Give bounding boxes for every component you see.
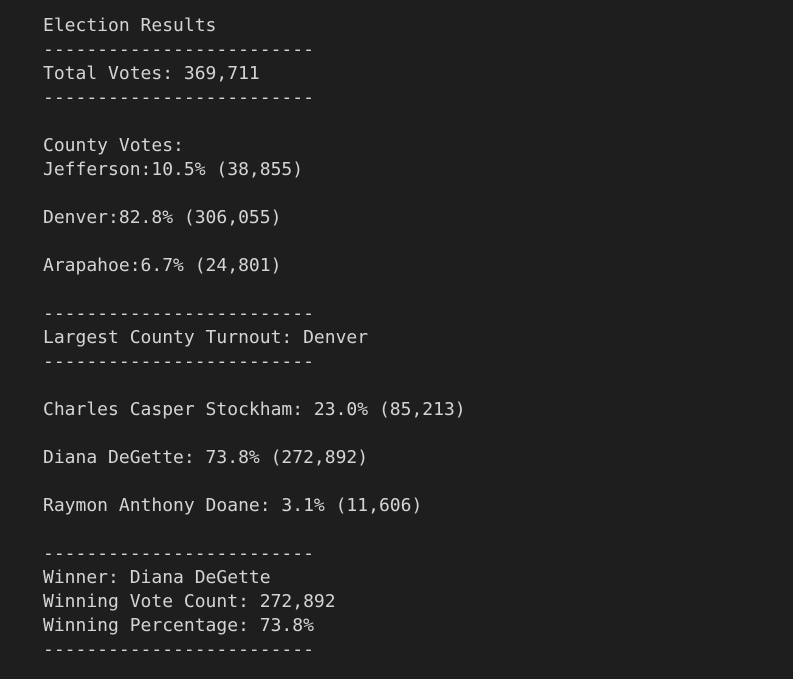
output-line: Winning Percentage: 73.8% <box>43 615 314 636</box>
output-line: Winner: Diana DeGette <box>43 567 271 588</box>
output-line: ------------------------- <box>43 39 314 60</box>
output-line: Largest County Turnout: Denver <box>43 327 369 348</box>
output-line: ------------------------- <box>43 543 314 564</box>
output-line: Arapahoe:6.7% (24,801) <box>43 255 282 276</box>
output-line: ------------------------- <box>43 303 314 324</box>
output-line: Total Votes: 369,711 <box>43 63 260 84</box>
output-line: Election Results <box>43 15 217 36</box>
output-line: ------------------------- <box>43 351 314 372</box>
output-line: Denver:82.8% (306,055) <box>43 207 282 228</box>
output-line: Diana DeGette: 73.8% (272,892) <box>43 447 369 468</box>
output-line: Winning Vote Count: 272,892 <box>43 591 336 612</box>
output-line: ------------------------- <box>43 87 314 108</box>
output-line: Charles Casper Stockham: 23.0% (85,213) <box>43 399 466 420</box>
output-line: Jefferson:10.5% (38,855) <box>43 159 304 180</box>
output-line: Raymon Anthony Doane: 3.1% (11,606) <box>43 495 423 516</box>
output-line: ------------------------- <box>43 639 314 660</box>
output-line: County Votes: <box>43 135 184 156</box>
